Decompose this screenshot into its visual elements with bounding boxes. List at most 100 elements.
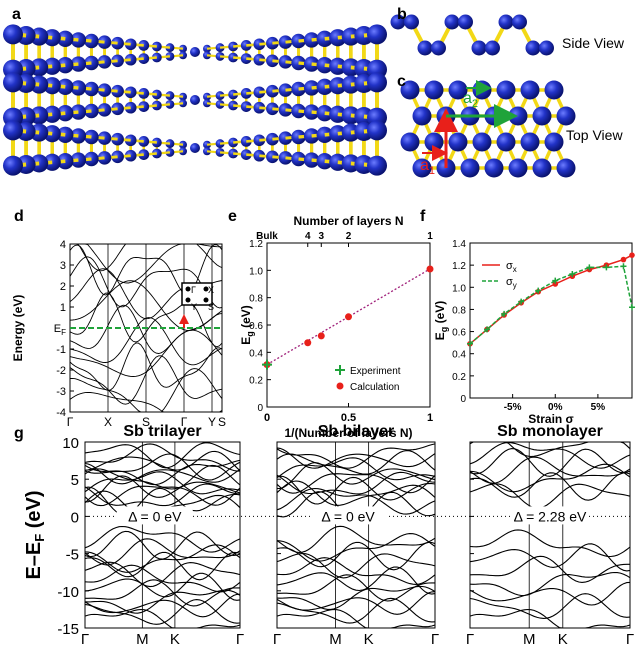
series-point-σy bbox=[629, 304, 635, 311]
band-panel-2: Γ M K Γ Sb bilayer Δ = 0 eV bbox=[273, 423, 439, 648]
band-panel-3: Γ M K Γ Sb monolayer Δ = 2.28 eV bbox=[466, 423, 634, 648]
atom bbox=[165, 91, 175, 101]
band-line bbox=[85, 475, 241, 503]
y-axis-subscript: F bbox=[32, 534, 47, 542]
x-tick-label: Γ bbox=[181, 415, 188, 429]
band-line bbox=[84, 471, 241, 495]
band-line bbox=[69, 342, 223, 391]
band-line bbox=[469, 571, 631, 597]
band-line bbox=[469, 555, 630, 583]
series-point-σy bbox=[569, 271, 576, 277]
series-line-σy bbox=[469, 265, 633, 345]
band-line bbox=[469, 441, 631, 469]
band-line bbox=[84, 462, 241, 485]
atom bbox=[532, 158, 552, 178]
series-point-σy bbox=[467, 340, 473, 347]
band-line bbox=[69, 256, 223, 309]
x-axis-label: 1/(Number of layers N) bbox=[284, 426, 412, 440]
top-tick-label: 2 bbox=[346, 231, 352, 242]
band-line bbox=[276, 541, 436, 571]
panel-e-gap-vs-layers: 0 0.2 0.4 0.6 0.8 1.0 1.2 0 0.5 1 Bulk 4 3 2 1 Number o… bbox=[239, 214, 434, 440]
x-tick-label: M bbox=[329, 631, 342, 648]
plot-frame bbox=[266, 242, 431, 408]
x-tick-label: Γ bbox=[431, 631, 439, 648]
atom bbox=[43, 57, 61, 75]
band-line bbox=[469, 448, 631, 477]
gap-label: Δ = 2.28 eV bbox=[514, 508, 587, 524]
atom bbox=[84, 33, 99, 49]
atom bbox=[303, 80, 320, 96]
x-tick-label: 0 bbox=[264, 412, 270, 424]
y-tick-label: -5 bbox=[66, 547, 79, 564]
y-axis-label: Eg (eV) bbox=[239, 305, 255, 345]
atom bbox=[43, 29, 61, 47]
band-line bbox=[276, 457, 436, 481]
band-line bbox=[276, 480, 436, 506]
atom bbox=[544, 132, 564, 152]
atom bbox=[240, 88, 252, 99]
band-line bbox=[84, 450, 241, 472]
x-tick-label: Γ bbox=[466, 631, 474, 648]
atom bbox=[278, 103, 293, 117]
x-tick-label: 5% bbox=[591, 402, 606, 413]
atom bbox=[303, 56, 320, 72]
y-axis-subscript: g bbox=[439, 327, 449, 333]
atom bbox=[43, 153, 61, 171]
series-point-σy bbox=[501, 310, 508, 317]
band-line bbox=[69, 292, 223, 348]
atom bbox=[556, 158, 576, 178]
x-tick-label: Γ bbox=[81, 631, 89, 648]
legend-sigma-y-label: σy bbox=[506, 276, 517, 290]
atom bbox=[138, 88, 150, 99]
atom bbox=[496, 132, 516, 152]
y-tick-label: 0.8 bbox=[452, 305, 466, 316]
panel-title: Sb monolayer bbox=[497, 423, 603, 440]
atom bbox=[84, 129, 99, 145]
band-line bbox=[84, 593, 241, 618]
band-line bbox=[276, 591, 436, 615]
band-line bbox=[69, 368, 223, 413]
x-tick-label: K bbox=[170, 631, 180, 648]
panel-label-f: f bbox=[420, 208, 426, 225]
atom bbox=[3, 72, 23, 93]
y-axis-unit: (eV) bbox=[433, 301, 447, 327]
series-point-σy bbox=[484, 326, 491, 333]
atom bbox=[496, 80, 516, 100]
series-point-σx bbox=[620, 256, 627, 263]
atom bbox=[508, 158, 528, 178]
atom bbox=[367, 155, 387, 176]
atom bbox=[84, 55, 99, 71]
experiment-point bbox=[262, 359, 272, 370]
y-tick-label: -2 bbox=[56, 365, 66, 377]
fit-line bbox=[266, 268, 431, 366]
bz-point bbox=[185, 286, 191, 292]
series-point-σx bbox=[629, 252, 635, 258]
atom bbox=[404, 14, 419, 30]
band-line bbox=[84, 551, 241, 581]
atom bbox=[253, 149, 266, 162]
band-line bbox=[85, 579, 240, 607]
plot-frame bbox=[469, 242, 633, 399]
panel-label-c: c bbox=[397, 73, 406, 90]
x-tick-label: X bbox=[104, 415, 112, 429]
y-axis-unit: (eV) bbox=[23, 490, 45, 533]
legend-sigma-x-label: σx bbox=[506, 260, 517, 274]
atom bbox=[291, 55, 306, 71]
plot-frame bbox=[276, 441, 436, 629]
bz-s-label: S bbox=[208, 302, 214, 312]
top-view-label: Top View bbox=[566, 127, 623, 143]
panel-title: Sb bilayer bbox=[318, 423, 394, 440]
side-view-label: Side View bbox=[562, 35, 625, 51]
band-line bbox=[277, 574, 435, 602]
series-point-σy bbox=[586, 264, 593, 271]
y-tick-label: 0.2 bbox=[249, 376, 263, 387]
atom bbox=[303, 128, 320, 144]
atom bbox=[448, 132, 468, 152]
legend-sigma-x-subscript: x bbox=[513, 265, 517, 274]
band-line bbox=[469, 441, 631, 458]
legend-calculation-marker bbox=[336, 382, 344, 390]
band-line bbox=[84, 464, 241, 490]
band-line bbox=[69, 355, 223, 405]
